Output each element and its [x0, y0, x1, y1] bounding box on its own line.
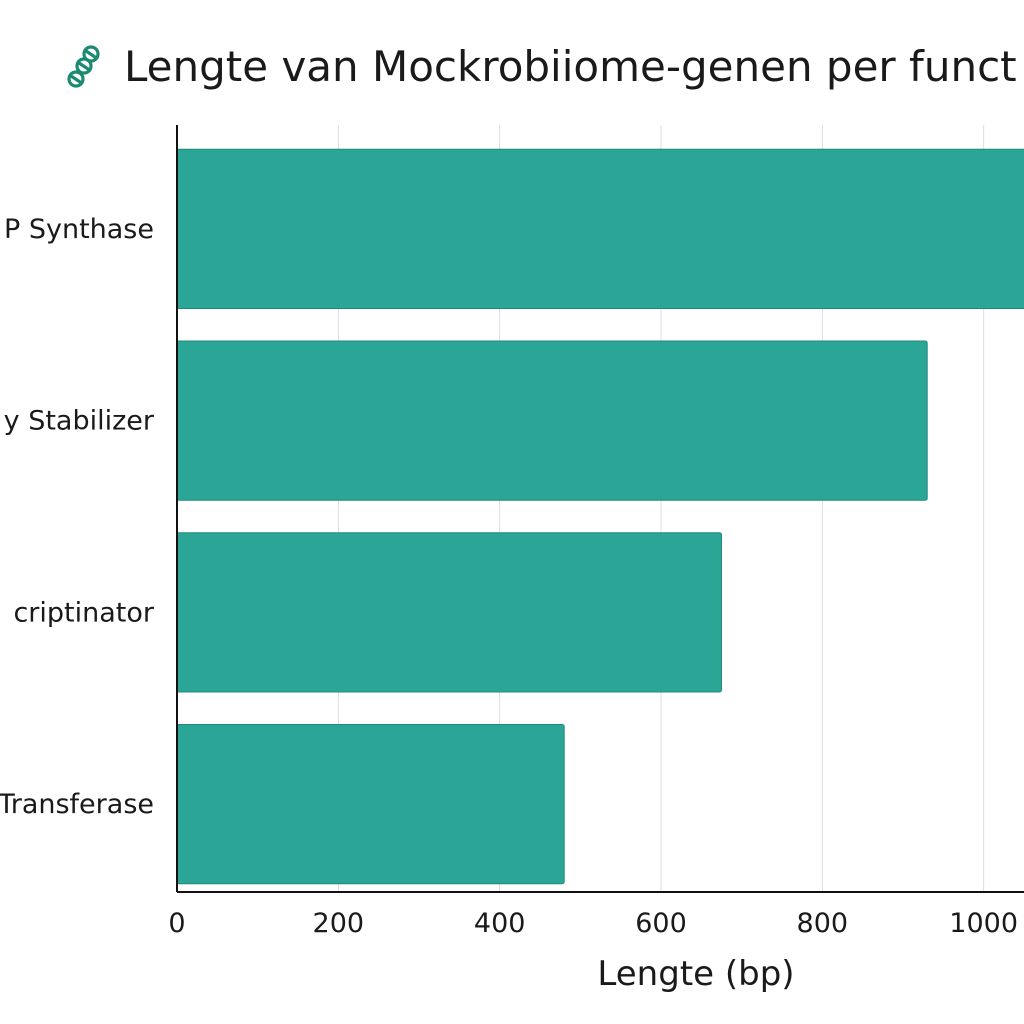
bars	[176, 148, 1024, 885]
chart-title: Lengte van Mockrobiiome-genen per funct	[124, 42, 1017, 91]
x-tick-label: 1000	[949, 908, 1018, 939]
category-label: criptinator	[13, 597, 154, 628]
axes	[176, 125, 1024, 893]
x-tick-label: 400	[474, 908, 526, 939]
category-label: P Synthase	[4, 214, 154, 245]
x-tick-label: 200	[313, 908, 365, 939]
category-labels: P Synthase y Stabilizer criptinator Transfe…	[0, 214, 155, 820]
category-label: y Stabilizer	[4, 406, 155, 437]
x-tick-label: 800	[797, 908, 849, 939]
x-tick-label: 0	[168, 908, 185, 939]
bar	[176, 340, 928, 501]
dna-helix-icon	[67, 45, 100, 88]
x-axis-title: Lengte (bp)	[597, 954, 794, 994]
x-tick-labels: 0 200 400 600 800 1000	[168, 908, 1018, 939]
x-tick-label: 600	[635, 908, 687, 939]
bar	[176, 148, 1024, 309]
category-label: Transferase	[0, 789, 154, 820]
bar	[176, 532, 722, 693]
bar	[176, 724, 565, 885]
